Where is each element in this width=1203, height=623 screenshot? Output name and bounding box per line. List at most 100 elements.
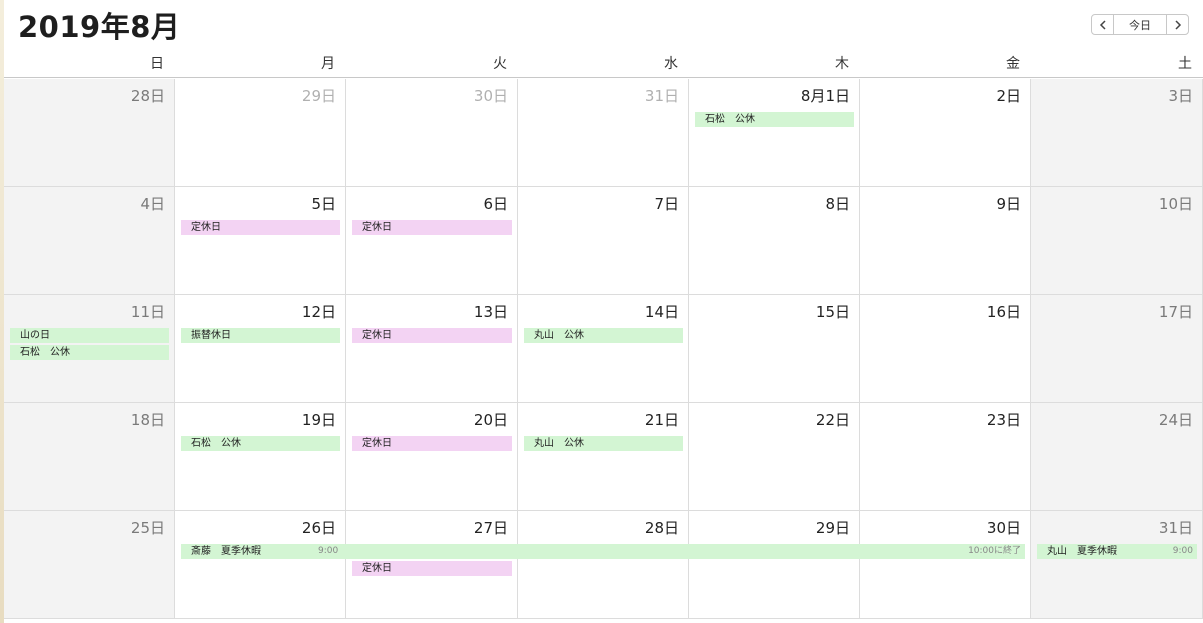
weekday-label: 水 bbox=[664, 56, 678, 72]
day-cell[interactable]: 5日 bbox=[175, 187, 346, 295]
day-number: 9日 bbox=[996, 195, 1021, 213]
day-cell[interactable]: 4日 bbox=[4, 187, 175, 295]
day-number: 17日 bbox=[1158, 303, 1193, 321]
day-cell[interactable]: 24日 bbox=[1031, 403, 1203, 511]
calendar-event[interactable]: 定休日 bbox=[352, 436, 512, 451]
today-button[interactable]: 今日 bbox=[1114, 14, 1166, 35]
day-number: 21日 bbox=[644, 411, 679, 429]
day-cell[interactable]: 10日 bbox=[1031, 187, 1203, 295]
day-number: 28日 bbox=[644, 519, 679, 537]
calendar-event[interactable]: 石松 公休 bbox=[695, 112, 854, 127]
day-cell[interactable]: 17日 bbox=[1031, 295, 1203, 403]
day-number: 31日 bbox=[1158, 519, 1193, 537]
day-cell[interactable]: 28日 bbox=[518, 511, 689, 619]
event-end-text: 10:00に終了 bbox=[968, 546, 1021, 556]
day-number: 13日 bbox=[473, 303, 508, 321]
weekday-label: 月 bbox=[321, 56, 335, 72]
day-number: 5日 bbox=[311, 195, 336, 213]
day-cell[interactable]: 19日 bbox=[175, 403, 346, 511]
event-title: 石松 公休 bbox=[705, 114, 755, 125]
event-title: 定休日 bbox=[191, 222, 221, 233]
day-number: 14日 bbox=[644, 303, 679, 321]
day-cell[interactable]: 16日 bbox=[860, 295, 1031, 403]
chevron-right-icon bbox=[1174, 19, 1181, 30]
calendar-event[interactable]: 山の日 bbox=[10, 328, 169, 343]
day-cell[interactable]: 2日 bbox=[860, 79, 1031, 187]
day-number: 6日 bbox=[483, 195, 508, 213]
next-month-button[interactable] bbox=[1166, 14, 1189, 35]
event-title: 丸山 公休 bbox=[534, 438, 584, 449]
weekday-label: 日 bbox=[150, 56, 164, 72]
day-number: 23日 bbox=[986, 411, 1021, 429]
day-cell[interactable]: 23日 bbox=[860, 403, 1031, 511]
weekday-label: 木 bbox=[835, 56, 849, 72]
day-number: 26日 bbox=[301, 519, 336, 537]
weekday-header: 日月火水木金土 bbox=[4, 50, 1203, 78]
day-cell[interactable]: 3日 bbox=[1031, 79, 1203, 187]
day-number: 27日 bbox=[473, 519, 508, 537]
day-number: 20日 bbox=[473, 411, 508, 429]
calendar-event[interactable]: 定休日 bbox=[181, 220, 340, 235]
day-cell[interactable]: 14日 bbox=[518, 295, 689, 403]
weekday-label: 火 bbox=[493, 56, 507, 72]
day-cell[interactable]: 13日 bbox=[346, 295, 518, 403]
event-title: 石松 公休 bbox=[191, 438, 241, 449]
day-cell[interactable]: 31日 bbox=[1031, 511, 1203, 619]
weekday-label: 金 bbox=[1006, 56, 1020, 72]
day-cell[interactable]: 22日 bbox=[689, 403, 860, 511]
day-cell[interactable]: 29日 bbox=[175, 79, 346, 187]
day-cell[interactable]: 30日 bbox=[346, 79, 518, 187]
day-number: 12日 bbox=[301, 303, 336, 321]
event-title: 山の日 bbox=[20, 330, 50, 341]
calendar-event[interactable]: 丸山 夏季休暇 9:00 bbox=[1037, 544, 1197, 559]
day-cell[interactable]: 30日 bbox=[860, 511, 1031, 619]
day-cell[interactable]: 9日 bbox=[860, 187, 1031, 295]
event-start-time: 9:00 bbox=[1172, 546, 1193, 556]
day-cell[interactable]: 28日 bbox=[4, 79, 175, 187]
calendar-event[interactable]: 定休日 bbox=[352, 328, 512, 343]
day-number: 25日 bbox=[130, 519, 165, 537]
day-cell[interactable]: 20日 bbox=[346, 403, 518, 511]
month-grid: 28日 29日 30日 31日 8月1日 2日 3日 4日 5日 6日 7日 8日 9日 10日 11日 12… bbox=[4, 79, 1203, 623]
event-title: 定休日 bbox=[362, 330, 392, 341]
day-number: 15日 bbox=[815, 303, 850, 321]
day-cell[interactable]: 26日 bbox=[175, 511, 346, 619]
day-number: 28日 bbox=[130, 87, 165, 105]
day-cell[interactable]: 31日 bbox=[518, 79, 689, 187]
day-number: 30日 bbox=[986, 519, 1021, 537]
event-title: 石松 公休 bbox=[20, 347, 70, 358]
calendar-event[interactable]: 振替休日 bbox=[181, 328, 340, 343]
month-title: 2019年8月 bbox=[18, 10, 181, 44]
calendar-event[interactable]: 斎藤 夏季休暇 9:00 10:00に終了 bbox=[181, 544, 1025, 559]
day-cell[interactable]: 12日 bbox=[175, 295, 346, 403]
day-cell[interactable]: 25日 bbox=[4, 511, 175, 619]
month-navigation: 今日 bbox=[1091, 14, 1189, 35]
day-cell[interactable]: 15日 bbox=[689, 295, 860, 403]
day-number: 22日 bbox=[815, 411, 850, 429]
day-number: 10日 bbox=[1158, 195, 1193, 213]
day-number: 11日 bbox=[130, 303, 165, 321]
day-cell[interactable]: 8日 bbox=[689, 187, 860, 295]
event-title: 振替休日 bbox=[191, 330, 231, 341]
calendar-event[interactable]: 丸山 公休 bbox=[524, 328, 683, 343]
calendar-event[interactable]: 石松 公休 bbox=[10, 345, 169, 360]
calendar-event[interactable]: 定休日 bbox=[352, 220, 512, 235]
day-number: 8日 bbox=[825, 195, 850, 213]
day-number: 3日 bbox=[1168, 87, 1193, 105]
event-title: 定休日 bbox=[362, 438, 392, 449]
day-cell[interactable]: 7日 bbox=[518, 187, 689, 295]
day-cell[interactable]: 21日 bbox=[518, 403, 689, 511]
day-number: 16日 bbox=[986, 303, 1021, 321]
chevron-left-icon bbox=[1099, 19, 1106, 30]
day-cell[interactable]: 8月1日 bbox=[689, 79, 860, 187]
calendar-event[interactable]: 定休日 bbox=[352, 561, 512, 576]
event-title: 丸山 公休 bbox=[534, 330, 584, 341]
calendar-event[interactable]: 丸山 公休 bbox=[524, 436, 683, 451]
weekday-label: 土 bbox=[1178, 56, 1192, 72]
day-cell[interactable]: 18日 bbox=[4, 403, 175, 511]
previous-month-button[interactable] bbox=[1091, 14, 1114, 35]
calendar-event[interactable]: 石松 公休 bbox=[181, 436, 340, 451]
day-cell[interactable]: 29日 bbox=[689, 511, 860, 619]
day-cell[interactable]: 6日 bbox=[346, 187, 518, 295]
